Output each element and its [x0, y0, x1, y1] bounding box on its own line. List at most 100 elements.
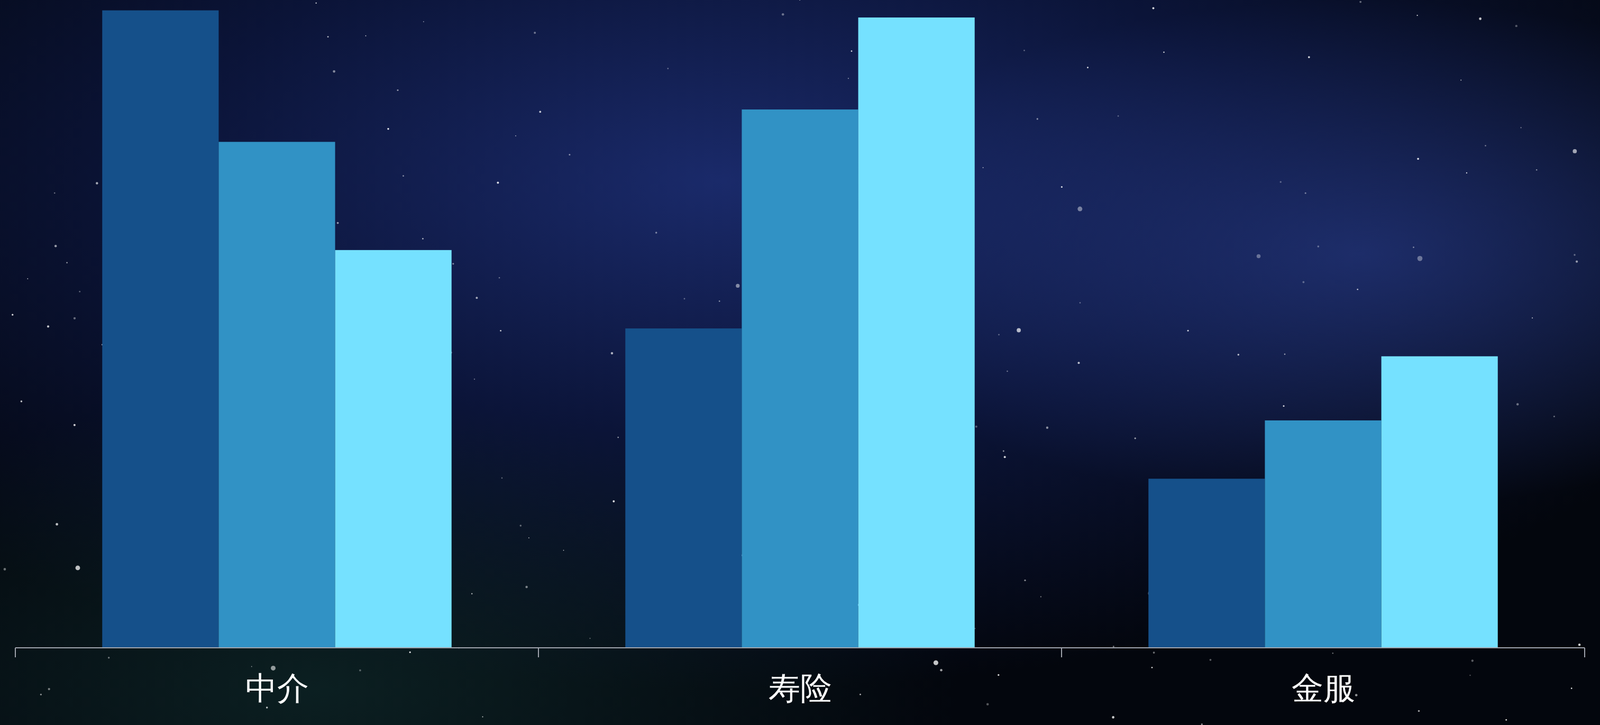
star — [498, 277, 500, 279]
star — [66, 261, 68, 264]
star — [1086, 66, 1089, 69]
bar — [218, 141, 335, 648]
star — [95, 181, 98, 185]
star — [1284, 353, 1286, 355]
star — [525, 586, 528, 589]
star — [1418, 710, 1421, 713]
star — [666, 67, 669, 70]
star — [515, 135, 517, 137]
star — [1117, 115, 1120, 117]
star — [1016, 328, 1021, 333]
star — [1040, 596, 1042, 598]
star — [683, 298, 686, 300]
star — [1412, 246, 1415, 249]
star — [519, 524, 523, 527]
star — [409, 651, 411, 654]
bar — [858, 17, 975, 648]
bars — [102, 10, 1498, 648]
star — [1515, 24, 1518, 27]
star — [1023, 49, 1026, 52]
star — [1573, 253, 1576, 256]
star — [1572, 149, 1577, 154]
star — [475, 296, 478, 299]
background — [0, 0, 1600, 725]
star — [538, 111, 542, 114]
star — [612, 500, 615, 503]
star — [499, 330, 502, 332]
star — [1466, 172, 1468, 174]
bar — [1381, 356, 1498, 648]
star — [1209, 659, 1212, 662]
category-label: 中介 — [245, 669, 309, 707]
star — [1151, 666, 1154, 669]
star — [610, 352, 614, 355]
star — [1077, 206, 1083, 212]
star — [1520, 126, 1522, 128]
star — [55, 523, 59, 526]
star — [496, 181, 499, 185]
star — [53, 192, 56, 195]
star — [1153, 651, 1156, 654]
star — [1112, 645, 1115, 648]
star — [617, 436, 619, 439]
x-axis: 中介 寿险 金服 — [15, 647, 1585, 707]
star — [1003, 455, 1007, 459]
axis-tick — [1061, 647, 1063, 658]
chart: 中介 寿险 金服 — [0, 0, 1600, 725]
star — [1302, 281, 1305, 284]
star — [1077, 361, 1080, 364]
star — [986, 702, 990, 706]
star — [1355, 693, 1358, 697]
bar — [625, 328, 742, 648]
star — [781, 13, 785, 16]
star — [422, 238, 424, 240]
star — [1575, 260, 1578, 263]
star — [1578, 643, 1581, 646]
star — [78, 290, 81, 293]
category-label: 寿险 — [768, 669, 832, 707]
star — [473, 378, 475, 380]
star — [1134, 437, 1137, 440]
star — [1416, 157, 1420, 160]
bar — [102, 10, 219, 648]
star — [336, 222, 340, 225]
nebula — [0, 0, 1600, 725]
star — [859, 693, 862, 696]
category-label: 金服 — [1291, 669, 1356, 707]
nebula — [0, 0, 1600, 725]
star — [387, 128, 389, 130]
star — [1505, 719, 1507, 721]
star — [1279, 180, 1282, 183]
axis-tick — [1584, 647, 1586, 658]
star — [73, 317, 76, 320]
star — [359, 669, 362, 672]
star — [75, 565, 81, 571]
star — [718, 300, 721, 303]
star — [1079, 302, 1082, 304]
bar — [335, 250, 452, 648]
star — [266, 706, 269, 709]
star — [11, 314, 14, 316]
star — [851, 50, 853, 52]
star — [332, 70, 336, 73]
star — [975, 425, 978, 428]
star — [1359, 1, 1362, 4]
star — [1416, 14, 1418, 16]
star — [1317, 245, 1320, 248]
star — [939, 669, 943, 672]
star — [107, 656, 110, 659]
star — [251, 666, 253, 668]
bar — [1148, 478, 1265, 648]
star — [997, 674, 1000, 676]
star — [315, 2, 317, 4]
star — [471, 592, 473, 595]
star — [1460, 79, 1462, 81]
star — [735, 284, 740, 288]
star — [1484, 144, 1487, 147]
star — [1417, 256, 1423, 262]
star — [1553, 415, 1556, 418]
star — [365, 35, 367, 37]
bar — [1264, 420, 1382, 648]
star — [3, 568, 7, 571]
star — [1570, 687, 1573, 690]
